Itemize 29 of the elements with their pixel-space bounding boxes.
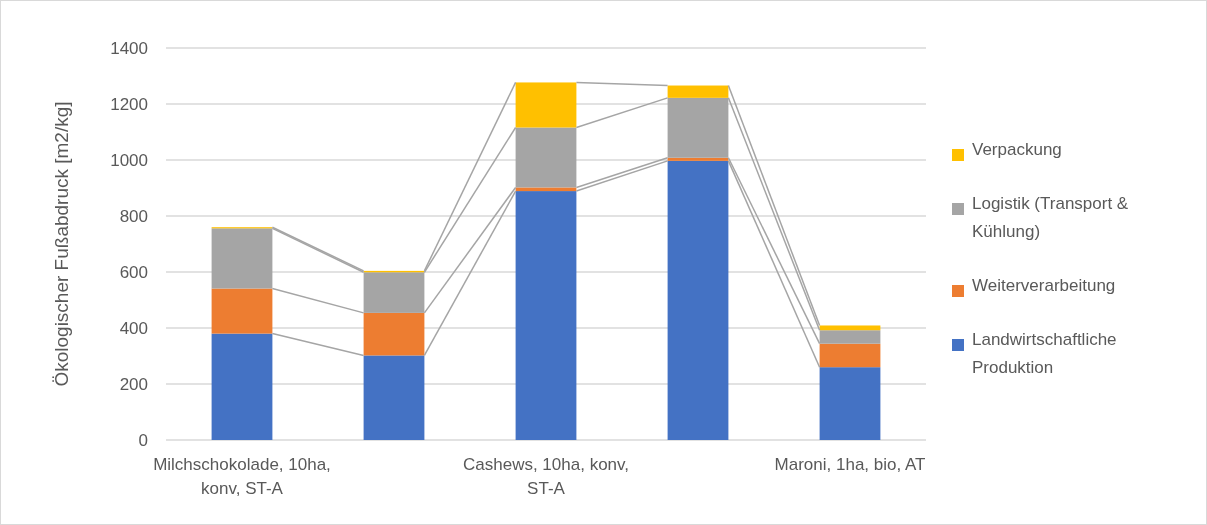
y-tick-label: 600 [119,262,148,282]
bar [515,187,577,192]
bar [211,333,273,440]
bar [363,312,425,356]
legend-label: Landwirtschaftliche Produktion [972,330,1117,377]
legend-label: Verpackung [972,140,1062,159]
y-tick-label: 800 [119,206,148,226]
bar [363,355,425,440]
y-tick-label: 400 [119,318,148,338]
y-tick-label: 1400 [110,38,148,58]
x-tick-label: Maroni, 1ha, bio, AT [774,455,926,474]
x-tick-label: Cashews, 10ha, konv, ST-A [463,455,629,498]
y-tick-label: 0 [138,430,148,450]
y-tick-label: 1200 [110,94,148,114]
bar [667,85,729,98]
bar [819,367,881,440]
legend-label: Logistik (Transport & Kühlung) [972,194,1129,241]
legend-label: Weiterverarbeitung [972,276,1116,295]
bar [515,82,577,128]
x-tick-label: Milchschokolade, 10ha, konv, ST-A [153,455,331,498]
bar [819,325,881,331]
bar [819,343,881,368]
y-tick-label: 200 [119,374,148,394]
bar [667,157,729,161]
bar [211,288,273,334]
y-axis-title: Ökologischer Fußabdruck [m2/kg] [51,101,72,387]
bar [515,191,577,440]
bar [667,160,729,440]
y-tick-label: 1000 [110,150,148,170]
